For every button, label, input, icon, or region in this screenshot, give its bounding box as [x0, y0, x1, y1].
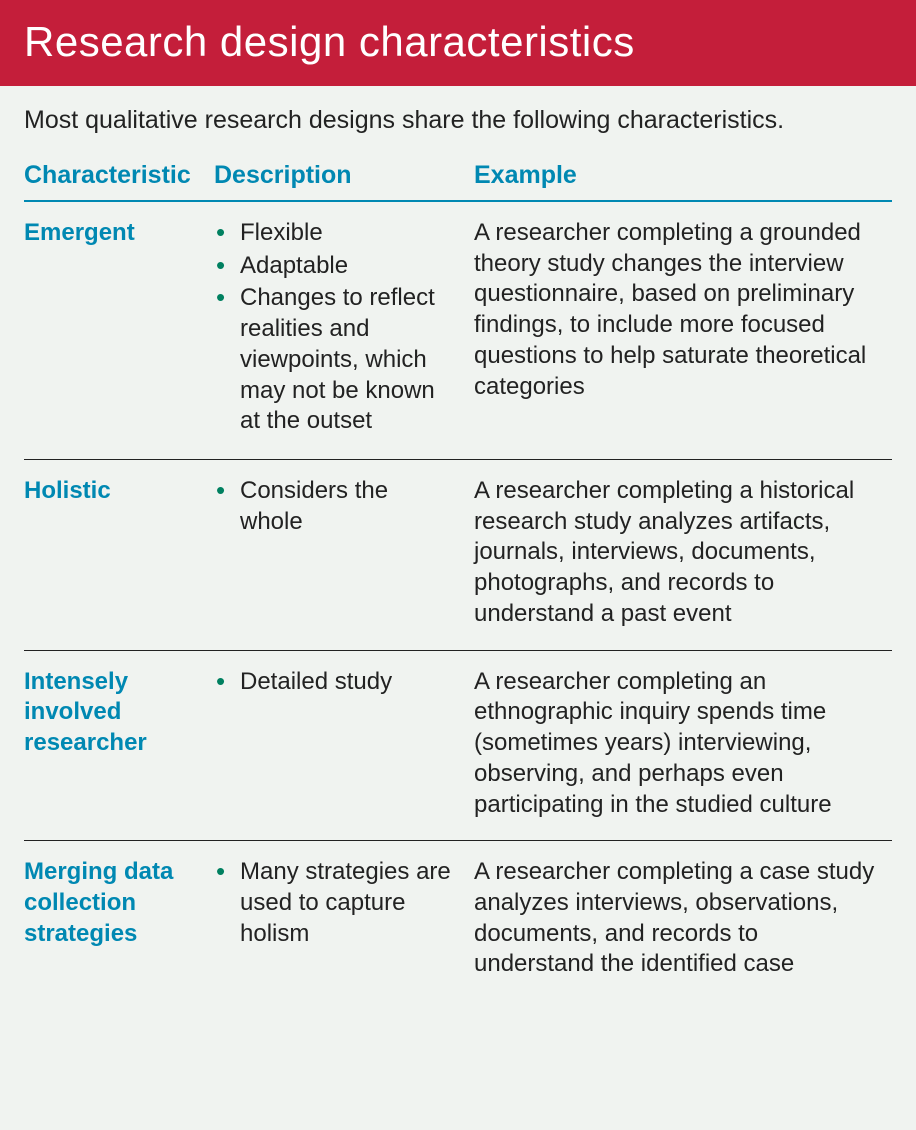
description-list: Considers the whole: [214, 476, 456, 537]
description-cell: Detailed study: [214, 650, 474, 841]
description-item: Adaptable: [214, 251, 456, 282]
description-list: FlexibleAdaptableChanges to reflect real…: [214, 218, 456, 437]
table-row: Merging data collection strategiesMany s…: [24, 841, 892, 1000]
table-body: EmergentFlexibleAdaptableChanges to refl…: [24, 201, 892, 1000]
page-title: Research design characteristics: [24, 18, 635, 65]
description-cell: FlexibleAdaptableChanges to reflect real…: [214, 201, 474, 460]
example-cell: A researcher completing a historical res…: [474, 460, 892, 651]
description-item: Detailed study: [214, 667, 456, 698]
characteristics-table-wrap: Characteristic Description Example Emerg…: [0, 153, 916, 1024]
description-list: Detailed study: [214, 667, 456, 698]
description-item: Changes to reflect realities and viewpoi…: [214, 283, 456, 437]
description-item: Considers the whole: [214, 476, 456, 537]
characteristic-name: Intensely involved researcher: [24, 650, 214, 841]
characteristic-name: Holistic: [24, 460, 214, 651]
description-item: Flexible: [214, 218, 456, 249]
table-header-row: Characteristic Description Example: [24, 153, 892, 201]
description-item: Many strategies are used to capture holi…: [214, 857, 456, 949]
characteristics-table: Characteristic Description Example Emerg…: [24, 153, 892, 1000]
description-list: Many strategies are used to capture holi…: [214, 857, 456, 949]
col-description: Description: [214, 153, 474, 201]
table-row: EmergentFlexibleAdaptableChanges to refl…: [24, 201, 892, 460]
description-cell: Considers the whole: [214, 460, 474, 651]
description-cell: Many strategies are used to capture holi…: [214, 841, 474, 1000]
characteristic-name: Merging data collection strategies: [24, 841, 214, 1000]
col-characteristic: Characteristic: [24, 153, 214, 201]
page-header: Research design characteristics: [0, 0, 916, 86]
example-cell: A researcher completing a grounded theor…: [474, 201, 892, 460]
col-example: Example: [474, 153, 892, 201]
example-cell: A researcher completing an ethnographic …: [474, 650, 892, 841]
example-cell: A researcher completing a case study ana…: [474, 841, 892, 1000]
table-row: Intensely involved researcherDetailed st…: [24, 650, 892, 841]
intro-text: Most qualitative research designs share …: [0, 86, 916, 153]
table-row: HolisticConsiders the whole A researcher …: [24, 460, 892, 651]
characteristic-name: Emergent: [24, 201, 214, 460]
